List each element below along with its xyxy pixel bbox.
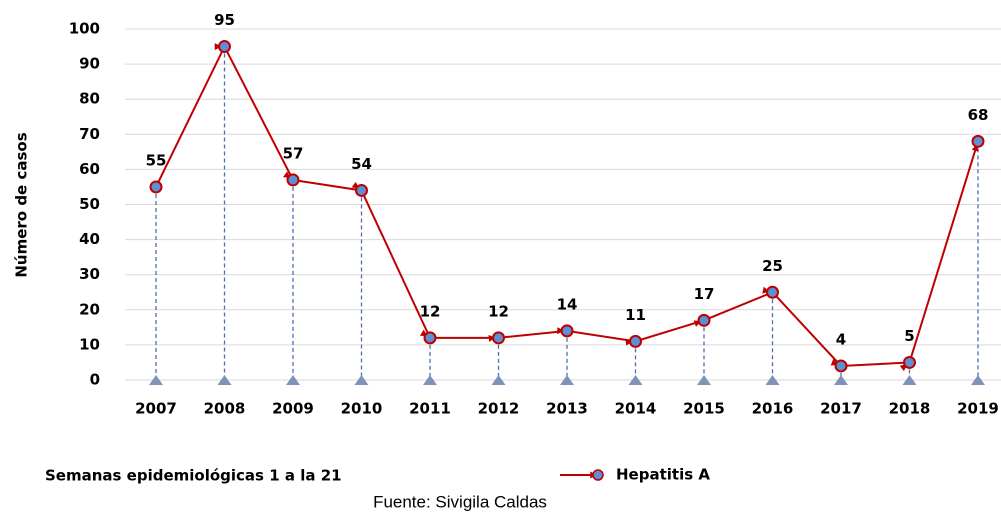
note: Semanas epidemiológicas 1 a la 21: [45, 467, 342, 485]
base-marker: [491, 375, 506, 385]
point-marker: [423, 331, 437, 345]
point-marker: [492, 331, 505, 345]
data-label: 54: [351, 155, 372, 173]
x-tick-label: 2012: [478, 400, 520, 418]
x-tick-label: 2008: [204, 400, 246, 418]
data-label: 17: [694, 285, 715, 303]
base-marker: [834, 375, 848, 385]
legend-marker: [592, 469, 604, 481]
y-tick-label: 60: [79, 160, 100, 178]
data-label: 12: [488, 302, 509, 320]
base-marker: [217, 375, 232, 385]
point-marker: [218, 40, 231, 54]
point-marker: [834, 359, 848, 373]
base-marker: [628, 375, 643, 385]
point-marker: [560, 324, 574, 338]
y-tick-label: 80: [79, 90, 100, 108]
data-label: 57: [283, 144, 304, 162]
point-marker: [971, 134, 985, 148]
data-label: 5: [904, 327, 914, 345]
x-tick-label: 2014: [615, 400, 657, 418]
x-tick-label: 2019: [957, 400, 999, 418]
x-tick-label: 2016: [752, 400, 794, 418]
point-marker: [766, 285, 779, 299]
base-marker: [971, 375, 985, 385]
x-tick-label: 2009: [272, 400, 314, 418]
data-label: 12: [420, 302, 441, 320]
data-label: 68: [968, 106, 989, 124]
source: Fuente: Sivigila Caldas: [373, 492, 547, 511]
y-tick-label: 70: [79, 125, 100, 143]
x-tick-label: 2015: [683, 400, 725, 418]
y-tick-label: 100: [69, 20, 100, 38]
base-marker: [560, 375, 574, 385]
base-marker: [697, 375, 711, 385]
base-marker: [354, 375, 369, 385]
data-label: 95: [214, 11, 235, 29]
base-marker: [902, 375, 917, 385]
x-tick-label: 2017: [820, 400, 862, 418]
point-marker: [697, 313, 711, 327]
base-marker: [286, 375, 300, 385]
point-marker: [629, 334, 642, 348]
y-tick-label: 40: [79, 230, 100, 248]
y-tick-label: 20: [79, 300, 100, 318]
point-marker: [286, 173, 300, 187]
data-label: 11: [625, 306, 646, 324]
x-tick-label: 2010: [341, 400, 383, 418]
y-axis-label: Número de casos: [13, 132, 31, 277]
y-tick-label: 90: [79, 55, 100, 73]
base-marker: [423, 375, 437, 385]
legend-label: Hepatitis A: [616, 466, 710, 484]
data-label: 14: [557, 295, 578, 313]
point-marker: [903, 355, 916, 369]
base-marker: [765, 375, 780, 385]
point-marker: [149, 180, 163, 194]
point-marker: [355, 183, 368, 197]
y-tick-label: 30: [79, 265, 100, 283]
y-tick-label: 0: [90, 371, 100, 389]
x-tick-label: 2013: [546, 400, 588, 418]
y-tick-label: 10: [79, 335, 100, 353]
series-line: [155, 43, 979, 372]
x-tick-label: 2007: [135, 400, 177, 418]
y-tick-label: 50: [79, 195, 100, 213]
x-tick-label: 2018: [889, 400, 931, 418]
data-label: 55: [146, 151, 167, 169]
base-marker: [149, 375, 163, 385]
data-label: 25: [762, 257, 783, 275]
data-label: 4: [836, 330, 846, 348]
x-tick-label: 2011: [409, 400, 451, 418]
